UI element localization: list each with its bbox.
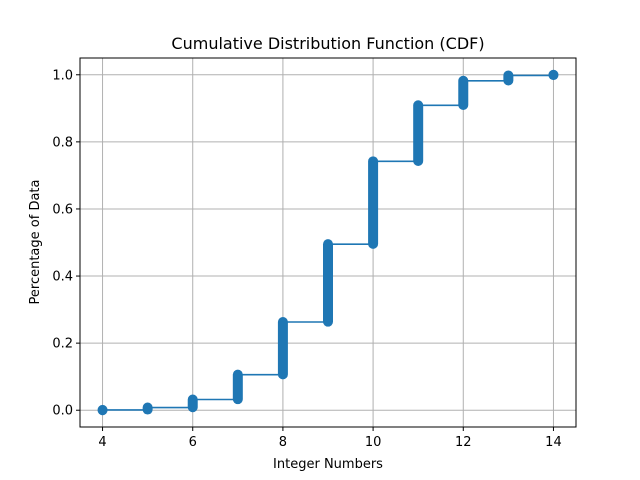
y-axis-label: Percentage of Data xyxy=(28,180,43,305)
y-tick-label: 0.0 xyxy=(52,404,73,419)
x-tick-label: 12 xyxy=(455,435,472,450)
y-tick-label: 0.6 xyxy=(52,202,73,217)
chart-title: Cumulative Distribution Function (CDF) xyxy=(171,34,484,53)
x-axis-label: Integer Numbers xyxy=(273,457,383,472)
y-tick-label: 0.2 xyxy=(52,337,73,352)
ticks-layer: 4 6 8 10 12 14 0.0 0.2 0.4 0.6 0.8 1.0 xyxy=(52,68,561,450)
plot-frame xyxy=(79,57,577,428)
y-tick-label: 1.0 xyxy=(52,68,73,83)
y-tick-label: 0.4 xyxy=(52,270,73,285)
x-tick-label: 10 xyxy=(365,435,382,450)
x-tick-label: 6 xyxy=(189,435,197,450)
data-layer xyxy=(97,69,559,416)
x-tick-label: 14 xyxy=(545,435,562,450)
x-tick-label: 8 xyxy=(279,435,287,450)
x-tick-label: 4 xyxy=(98,435,106,450)
y-tick-label: 0.8 xyxy=(52,135,73,150)
